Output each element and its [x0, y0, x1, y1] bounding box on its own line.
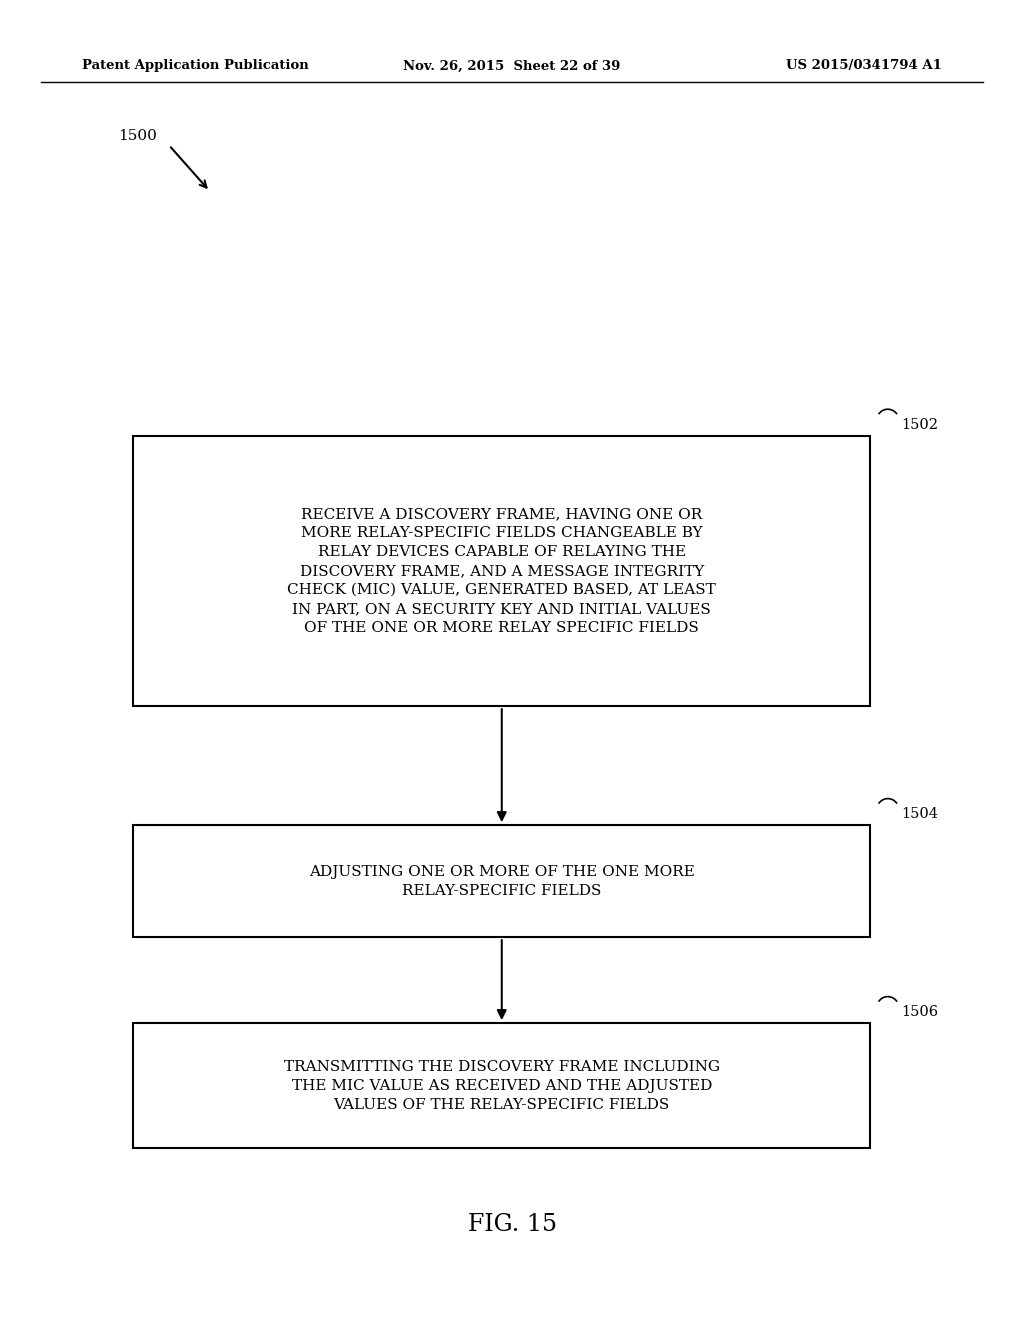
Text: FIG. 15: FIG. 15: [468, 1213, 556, 1237]
Text: RECEIVE A DISCOVERY FRAME, HAVING ONE OR
MORE RELAY-SPECIFIC FIELDS CHANGEABLE B: RECEIVE A DISCOVERY FRAME, HAVING ONE OR…: [288, 507, 716, 635]
Text: 1500: 1500: [118, 129, 157, 143]
Text: 1504: 1504: [901, 807, 938, 821]
Text: Patent Application Publication: Patent Application Publication: [82, 59, 308, 73]
Bar: [133, 1023, 870, 1148]
Text: 1502: 1502: [901, 417, 938, 432]
Bar: [133, 436, 870, 706]
Bar: [133, 825, 870, 937]
Text: 1506: 1506: [901, 1005, 938, 1019]
Text: Nov. 26, 2015  Sheet 22 of 39: Nov. 26, 2015 Sheet 22 of 39: [403, 59, 621, 73]
Text: US 2015/0341794 A1: US 2015/0341794 A1: [786, 59, 942, 73]
Text: ADJUSTING ONE OR MORE OF THE ONE MORE
RELAY-SPECIFIC FIELDS: ADJUSTING ONE OR MORE OF THE ONE MORE RE…: [309, 865, 694, 898]
Text: TRANSMITTING THE DISCOVERY FRAME INCLUDING
THE MIC VALUE AS RECEIVED AND THE ADJ: TRANSMITTING THE DISCOVERY FRAME INCLUDI…: [284, 1060, 720, 1111]
